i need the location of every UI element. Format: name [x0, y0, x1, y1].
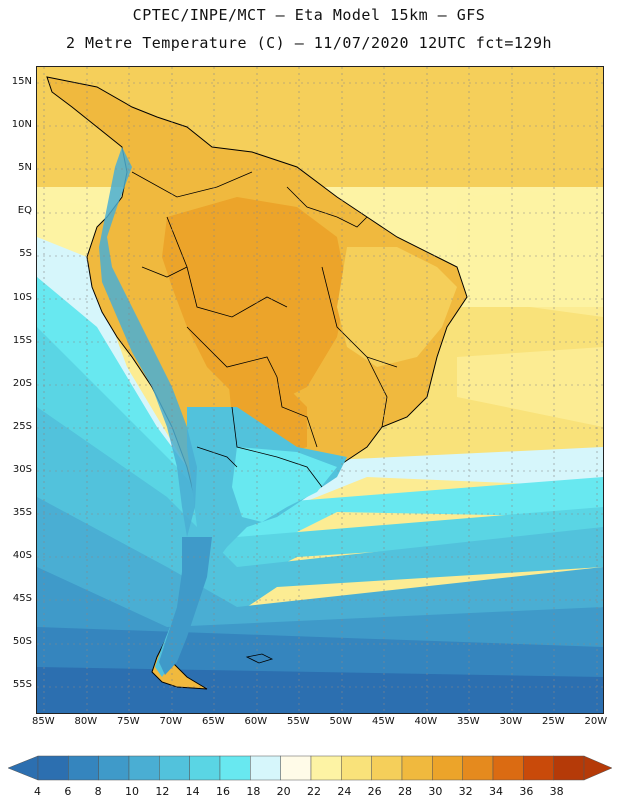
colorbar-cell	[310, 755, 342, 781]
colorbar-cell	[341, 755, 372, 781]
colorbar-cell	[492, 755, 524, 781]
map-title-line1: CPTEC/INPE/MCT – Eta Model 15km – GFS	[132, 6, 486, 24]
latitude-label: 15N	[11, 76, 32, 87]
graticule	[37, 67, 603, 713]
longitude-label: 70W	[159, 716, 183, 727]
map-title-line2: 2 Metre Temperature (C) – 11/07/2020 12U…	[65, 34, 553, 52]
longitude-label: 25W	[542, 716, 565, 727]
longitude-label: 20W	[584, 716, 608, 727]
colorbar-tick-label: 8	[94, 785, 102, 798]
longitude-label: 55W	[287, 716, 310, 727]
latitude-label: 35S	[12, 507, 32, 518]
colorbar-tick-label: 32	[458, 785, 473, 798]
longitude-label: 40W	[414, 716, 438, 727]
colorbar-tick-label: 20	[276, 785, 291, 798]
colorbar-cell	[401, 755, 433, 781]
colorbar-cell	[523, 755, 554, 781]
longitude-label: 85W	[32, 716, 55, 727]
colorbar-cell	[159, 755, 190, 781]
colorbar-tick-label: 22	[307, 785, 321, 798]
country-borders	[131, 171, 398, 488]
latitude-label: 5S	[19, 248, 32, 260]
colorbar-cell	[189, 755, 221, 781]
colorbar-cell	[98, 755, 130, 781]
temperature-map	[36, 66, 604, 714]
latitude-label: EQ	[17, 205, 32, 217]
colorbar-tick-label: 28	[398, 785, 412, 798]
falkland-islands	[245, 653, 274, 664]
colorbar-cell	[553, 755, 585, 781]
latitude-label: 15S	[12, 334, 32, 346]
longitude-label: 30W	[499, 716, 523, 727]
colorbar-tick-label: 26	[367, 785, 382, 798]
latitude-label: 25S	[12, 420, 32, 432]
longitude-label: 80W	[74, 716, 98, 727]
latitude-label: 40S	[12, 550, 32, 562]
colorbar-tick-label: 18	[246, 785, 261, 798]
colorbar-tick-label: 34	[489, 785, 503, 798]
colorbar-cell	[68, 755, 99, 781]
colorbar-tick-label: 4	[34, 785, 41, 798]
longitude-label: 50W	[329, 716, 353, 727]
longitude-label: 35W	[457, 716, 480, 727]
pampas-region	[232, 447, 337, 522]
colorbar-cell	[250, 755, 281, 781]
colorbar-cell	[462, 755, 494, 781]
colorbar-cell	[432, 755, 463, 781]
colorbar-cell	[371, 755, 403, 781]
latitude-label: 50S	[12, 636, 32, 648]
colorbar-cell	[219, 755, 251, 781]
colorbar-cell	[37, 755, 69, 781]
latitude-label: 10N	[11, 119, 32, 131]
colorbar-tick-label: 12	[155, 785, 170, 798]
ocean-band-12c	[37, 407, 603, 627]
longitude-label: 60W	[244, 716, 268, 727]
latitude-label: 30S	[12, 463, 32, 475]
longitude-label: 75W	[117, 716, 140, 727]
colorbar-tick-label: 30	[428, 785, 443, 798]
colorbar-cell	[280, 755, 312, 781]
patagonia-cold-region	[159, 537, 212, 675]
colorbar-tick-label: 38	[549, 785, 564, 798]
colorbar	[7, 755, 613, 781]
amazon-hot-region	[162, 197, 347, 407]
colorbar-tick-label: 6	[64, 785, 72, 798]
latitude-label: 55S	[12, 679, 32, 691]
latitude-label: 45S	[12, 593, 32, 605]
latitude-label: 20S	[12, 377, 32, 389]
colorbar-tick-label: 24	[337, 785, 352, 798]
colorbar-tick-label: 14	[185, 785, 200, 798]
latitude-label: 5N	[18, 162, 32, 174]
map-canvas	[37, 67, 603, 713]
colorbar-arrow-high	[583, 755, 613, 781]
longitude-label: 65W	[202, 716, 225, 727]
colorbar-tick-label: 10	[125, 785, 139, 798]
andes-cold-strip	[99, 147, 197, 537]
colorbar-cell	[128, 755, 160, 781]
colorbar-tick-label: 16	[216, 785, 230, 798]
colorbar-arrow-low	[7, 755, 39, 781]
longitude-label: 45W	[372, 716, 395, 727]
latitude-label: 10S	[12, 291, 32, 303]
colorbar-tick-label: 36	[519, 785, 534, 798]
